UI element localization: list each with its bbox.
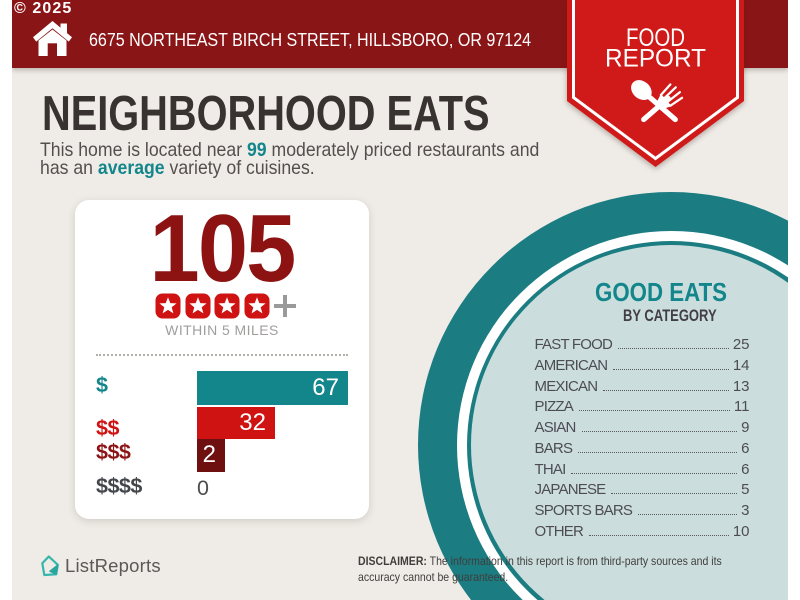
svg-text:REPORT: REPORT xyxy=(605,45,706,73)
svg-text:FOOD: FOOD xyxy=(626,24,685,52)
